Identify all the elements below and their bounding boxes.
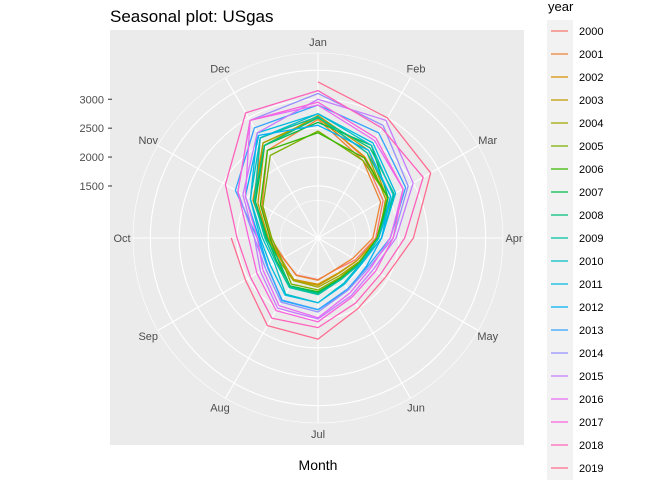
- x-axis-title: Month: [299, 457, 338, 473]
- month-label-oct: Oct: [113, 233, 130, 245]
- month-label-mar: Mar: [478, 135, 497, 147]
- month-label-jan: Jan: [309, 37, 327, 49]
- legend: year 2000 2001 2002 2003 2004 2005 2006 2007 200…: [547, 0, 603, 480]
- series-line-2011: [249, 113, 397, 304]
- r-tick-label: 3000: [80, 94, 104, 106]
- legend-label-2010: 2010: [579, 256, 603, 268]
- month-labels: Jan Feb Mar Apr May Jun Jul Aug Sep Oct Nov Dec: [113, 37, 522, 441]
- legend-label-2014: 2014: [579, 348, 603, 360]
- month-label-nov: Nov: [138, 135, 158, 147]
- legend-label-2000: 2000: [579, 26, 603, 38]
- r-tick-label: 2500: [80, 123, 104, 135]
- series-line-2017: [237, 101, 404, 323]
- series-line-2015: [242, 98, 414, 320]
- grid-spoke: [317, 145, 479, 239]
- legend-label-2015: 2015: [579, 371, 603, 383]
- legend-label-2019: 2019: [579, 463, 603, 475]
- grid-spoke: [225, 77, 319, 239]
- grid-spoke: [317, 237, 411, 399]
- legend-label-2005: 2005: [579, 141, 603, 153]
- chart-title: Seasonal plot: USgas: [110, 7, 274, 26]
- series-lines: [224, 81, 432, 340]
- month-label-apr: Apr: [505, 233, 522, 245]
- radial-tick-labels: 1500 2000 2500 3000: [80, 94, 112, 193]
- month-label-sep: Sep: [138, 331, 158, 343]
- grid-spoke: [317, 237, 479, 331]
- legend-label-2007: 2007: [579, 187, 603, 199]
- legend-title: year: [548, 0, 574, 14]
- series-line-2019: [230, 81, 432, 340]
- r-tick-label: 2000: [80, 152, 104, 164]
- grid-spoke: [157, 237, 319, 331]
- legend-label-2011: 2011: [579, 279, 603, 291]
- r-tick-label: 1500: [80, 181, 104, 193]
- legend-label-2002: 2002: [579, 72, 603, 84]
- month-label-feb: Feb: [407, 63, 426, 75]
- series-line-2007: [254, 121, 389, 293]
- legend-label-2009: 2009: [579, 233, 603, 245]
- legend-label-2017: 2017: [579, 417, 603, 429]
- legend-label-2004: 2004: [579, 118, 603, 130]
- series-line-2018: [224, 89, 424, 329]
- legend-label-2003: 2003: [579, 95, 603, 107]
- month-label-dec: Dec: [210, 63, 230, 75]
- legend-label-2006: 2006: [579, 164, 603, 176]
- legend-label-2013: 2013: [579, 325, 603, 337]
- legend-label-2001: 2001: [579, 49, 603, 61]
- legend-key-background: [547, 20, 573, 480]
- legend-label-2018: 2018: [579, 440, 603, 452]
- series-line-2003: [257, 114, 388, 287]
- legend-label-2016: 2016: [579, 394, 603, 406]
- month-label-may: May: [477, 331, 498, 343]
- month-label-aug: Aug: [210, 403, 230, 415]
- series-line-2013: [234, 104, 407, 311]
- legend-label-2008: 2008: [579, 210, 603, 222]
- series-line-2001: [261, 118, 382, 281]
- month-label-jun: Jun: [407, 403, 425, 415]
- month-label-jul: Jul: [311, 429, 325, 441]
- legend-label-2012: 2012: [579, 302, 603, 314]
